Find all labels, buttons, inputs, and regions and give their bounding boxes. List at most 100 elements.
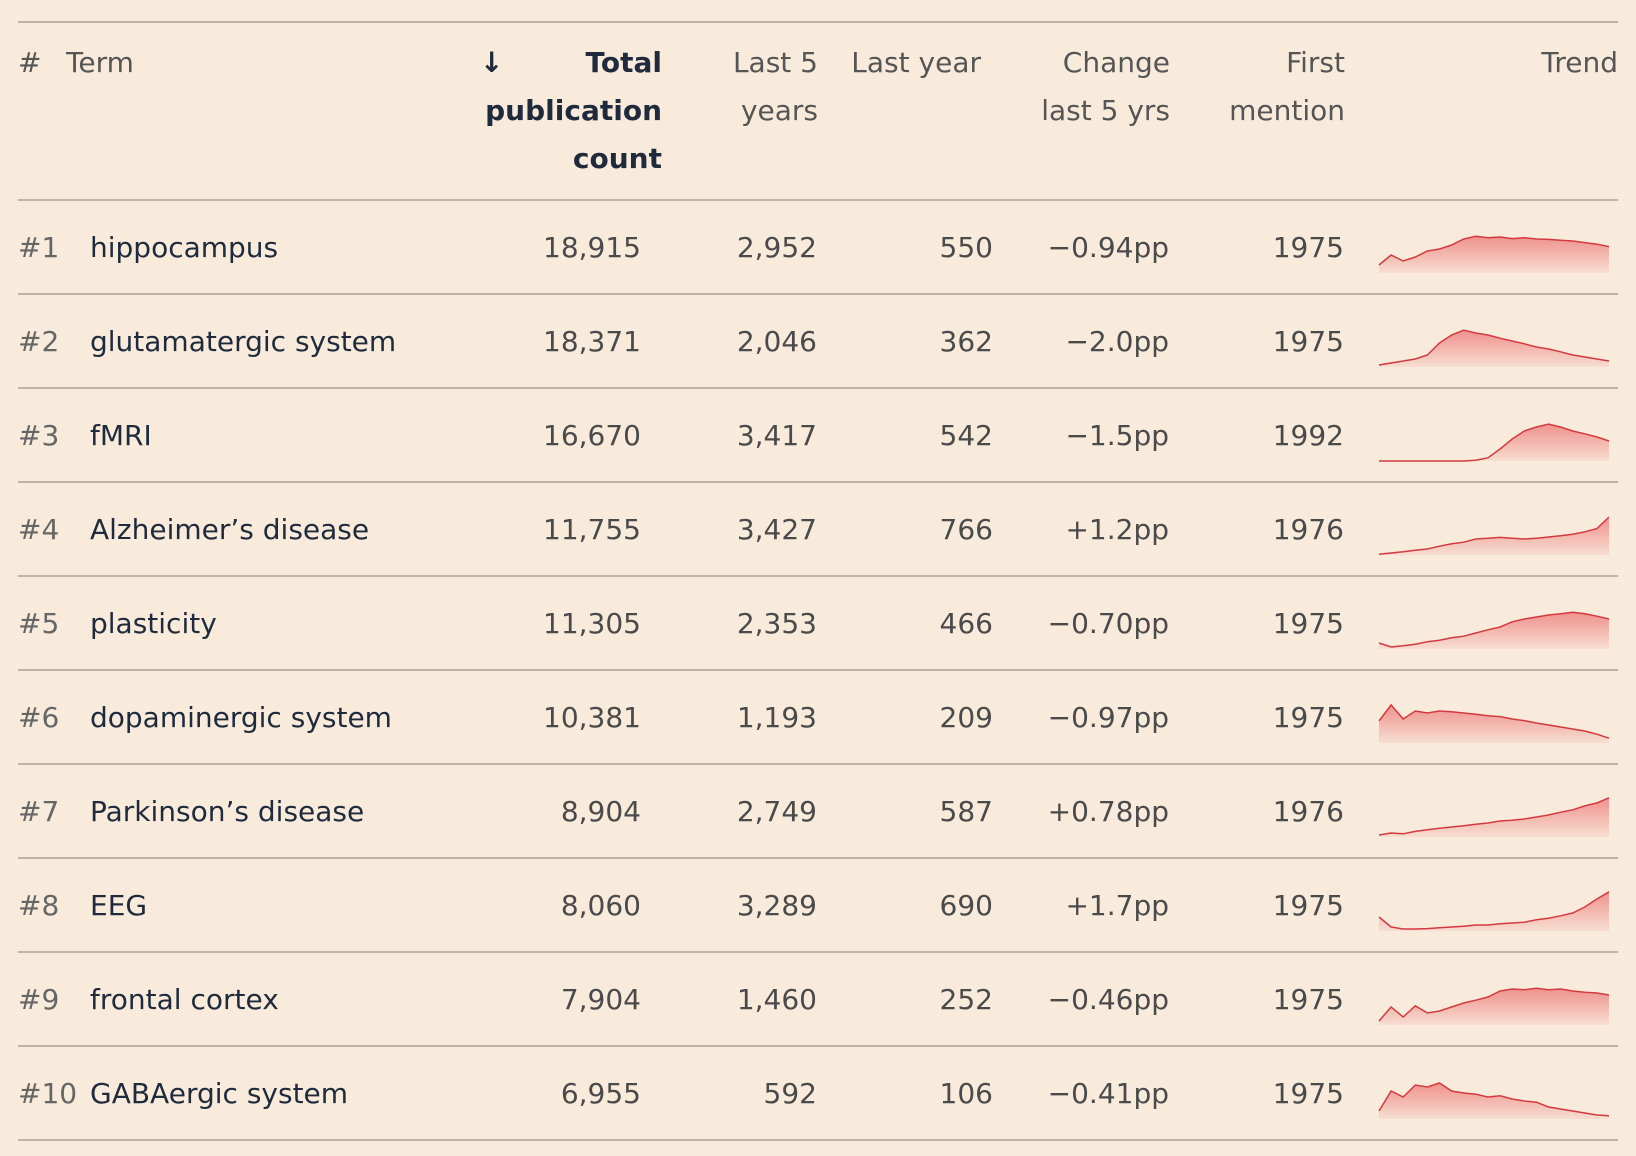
- rank: #10: [18, 1077, 78, 1110]
- cell-change: −0.97pp: [1047, 701, 1169, 734]
- row-divider: [18, 763, 1618, 765]
- rank: #1: [18, 231, 60, 264]
- header-term: Term: [66, 46, 134, 79]
- row-divider: [18, 199, 1618, 201]
- row-divider: [18, 387, 1618, 389]
- cell-change: −0.94pp: [1047, 231, 1169, 264]
- trend-line: [1378, 329, 1610, 366]
- rank: #7: [18, 795, 60, 828]
- trend-area: [1379, 891, 1609, 931]
- trend-line: [1378, 891, 1610, 930]
- term: plasticity: [90, 607, 217, 640]
- trend-area: [1379, 424, 1609, 461]
- trend-area: [1379, 988, 1609, 1025]
- cell-first: 1975: [1272, 231, 1344, 264]
- cell-total: 16,670: [543, 419, 641, 452]
- header-last5[interactable]: Last 5 years: [732, 46, 818, 127]
- cell-last5: 2,749: [736, 795, 817, 828]
- rank: #8: [18, 889, 60, 922]
- term: GABAergic system: [90, 1077, 349, 1110]
- cell-first: 1976: [1272, 795, 1344, 828]
- term: Alzheimer’s disease: [90, 513, 370, 546]
- trend-line: [1378, 516, 1610, 555]
- row-divider: [18, 481, 1618, 483]
- cell-first: 1975: [1272, 701, 1344, 734]
- row-divider: [18, 1045, 1618, 1047]
- trend-area: [1379, 705, 1609, 743]
- row-divider: [18, 1139, 1618, 1141]
- rank: #2: [18, 325, 60, 358]
- cell-last-year: 587: [939, 795, 993, 828]
- rank: #9: [18, 983, 60, 1016]
- trend-line: [1378, 703, 1610, 739]
- cell-last-year: 690: [939, 889, 993, 922]
- trend-line: [1378, 235, 1610, 266]
- trend-area: [1379, 1083, 1609, 1119]
- rank: #6: [18, 701, 60, 734]
- trend-area: [1379, 797, 1609, 837]
- cell-change: +1.2pp: [1065, 513, 1169, 546]
- cell-change: −0.46pp: [1047, 983, 1169, 1016]
- cell-first: 1992: [1272, 419, 1344, 452]
- trend-line: [1378, 797, 1610, 836]
- row-divider: [18, 293, 1618, 295]
- cell-total: 8,060: [560, 889, 641, 922]
- row-divider: [18, 951, 1618, 953]
- cell-last-year: 106: [939, 1077, 993, 1110]
- trend-area: [1379, 236, 1609, 273]
- term: hippocampus: [90, 231, 279, 264]
- header-first[interactable]: First mention: [1229, 46, 1345, 127]
- trend-area: [1379, 517, 1609, 555]
- cell-last5: 2,353: [736, 607, 817, 640]
- header-last-year[interactable]: Last year: [851, 46, 981, 79]
- term: glutamatergic system: [90, 325, 397, 358]
- cell-last-year: 362: [939, 325, 993, 358]
- trend-line: [1379, 423, 1610, 462]
- cell-last-year: 209: [939, 701, 993, 734]
- trend-area: [1379, 612, 1609, 649]
- cell-total: 10,381: [543, 701, 641, 734]
- cell-change: −1.5pp: [1065, 419, 1169, 452]
- term: dopaminergic system: [90, 701, 392, 734]
- cell-first: 1975: [1272, 1077, 1344, 1110]
- cell-change: −0.41pp: [1047, 1077, 1169, 1110]
- cell-first: 1975: [1272, 889, 1344, 922]
- cell-last-year: 252: [939, 983, 993, 1016]
- rank: #5: [18, 607, 60, 640]
- sort-indicator[interactable]: ↓: [480, 46, 504, 79]
- term: Parkinson’s disease: [90, 795, 365, 828]
- cell-first: 1976: [1272, 513, 1344, 546]
- cell-total: 11,305: [543, 607, 641, 640]
- cell-total: 18,371: [543, 325, 641, 358]
- cell-last-year: 466: [939, 607, 993, 640]
- term: frontal cortex: [90, 983, 279, 1016]
- cell-first: 1975: [1272, 983, 1344, 1016]
- cell-last5: 3,289: [736, 889, 817, 922]
- trend-area: [1379, 330, 1609, 367]
- cell-first: 1975: [1272, 607, 1344, 640]
- term: fMRI: [90, 419, 152, 452]
- cell-last5: 3,427: [736, 513, 817, 546]
- header-trend[interactable]: Trend: [1541, 46, 1618, 79]
- cell-last5: 3,417: [736, 419, 817, 452]
- cell-last5: 2,046: [736, 325, 817, 358]
- cell-last-year: 542: [939, 419, 993, 452]
- cell-last-year: 550: [939, 231, 993, 264]
- header-total[interactable]: Total publication count: [485, 46, 662, 175]
- cell-change: +0.78pp: [1047, 795, 1169, 828]
- cell-last5: 1,460: [736, 983, 817, 1016]
- trend-line: [1378, 987, 1610, 1022]
- row-divider: [18, 669, 1618, 671]
- header-change[interactable]: Change last 5 yrs: [1041, 46, 1170, 127]
- cell-total: 11,755: [543, 513, 641, 546]
- rank: #4: [18, 513, 60, 546]
